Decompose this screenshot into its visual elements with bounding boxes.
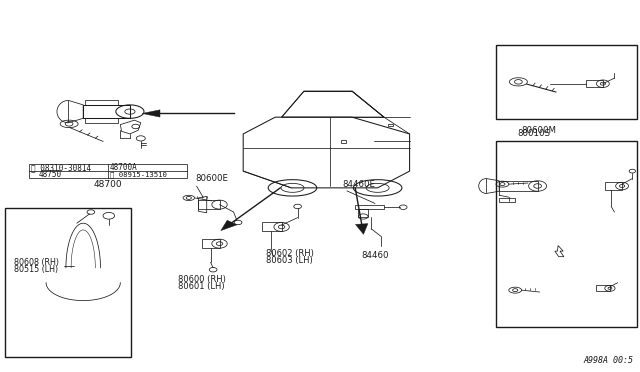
Bar <box>341 140 346 143</box>
Polygon shape <box>142 110 160 117</box>
Text: 80608 (RH): 80608 (RH) <box>14 258 59 267</box>
Bar <box>29 164 187 178</box>
Bar <box>496 141 637 327</box>
Polygon shape <box>355 224 368 234</box>
Text: Ⓦ 08915-13510: Ⓦ 08915-13510 <box>110 171 166 178</box>
Text: Ⓢ 08310-30814: Ⓢ 08310-30814 <box>31 163 91 172</box>
Text: 84460E: 84460E <box>342 180 376 189</box>
Text: 48750: 48750 <box>38 170 61 179</box>
Bar <box>5 208 131 357</box>
Text: 80603 (LH): 80603 (LH) <box>266 256 312 264</box>
Text: 80515 (LH): 80515 (LH) <box>14 265 58 274</box>
Text: 48700A: 48700A <box>110 163 138 172</box>
Text: A998A 00:5: A998A 00:5 <box>584 356 634 365</box>
Text: 84460: 84460 <box>362 251 389 260</box>
Text: 80010S: 80010S <box>517 129 550 138</box>
Text: 80600M: 80600M <box>522 126 557 135</box>
Text: 80600E: 80600E <box>195 174 228 183</box>
Text: 80602 (RH): 80602 (RH) <box>266 249 314 258</box>
Bar <box>388 124 393 126</box>
Text: 80600 (RH): 80600 (RH) <box>178 275 226 284</box>
Polygon shape <box>221 220 237 231</box>
Text: 80601 (LH): 80601 (LH) <box>178 282 225 291</box>
Bar <box>496 45 637 119</box>
Text: 48700: 48700 <box>93 180 122 189</box>
